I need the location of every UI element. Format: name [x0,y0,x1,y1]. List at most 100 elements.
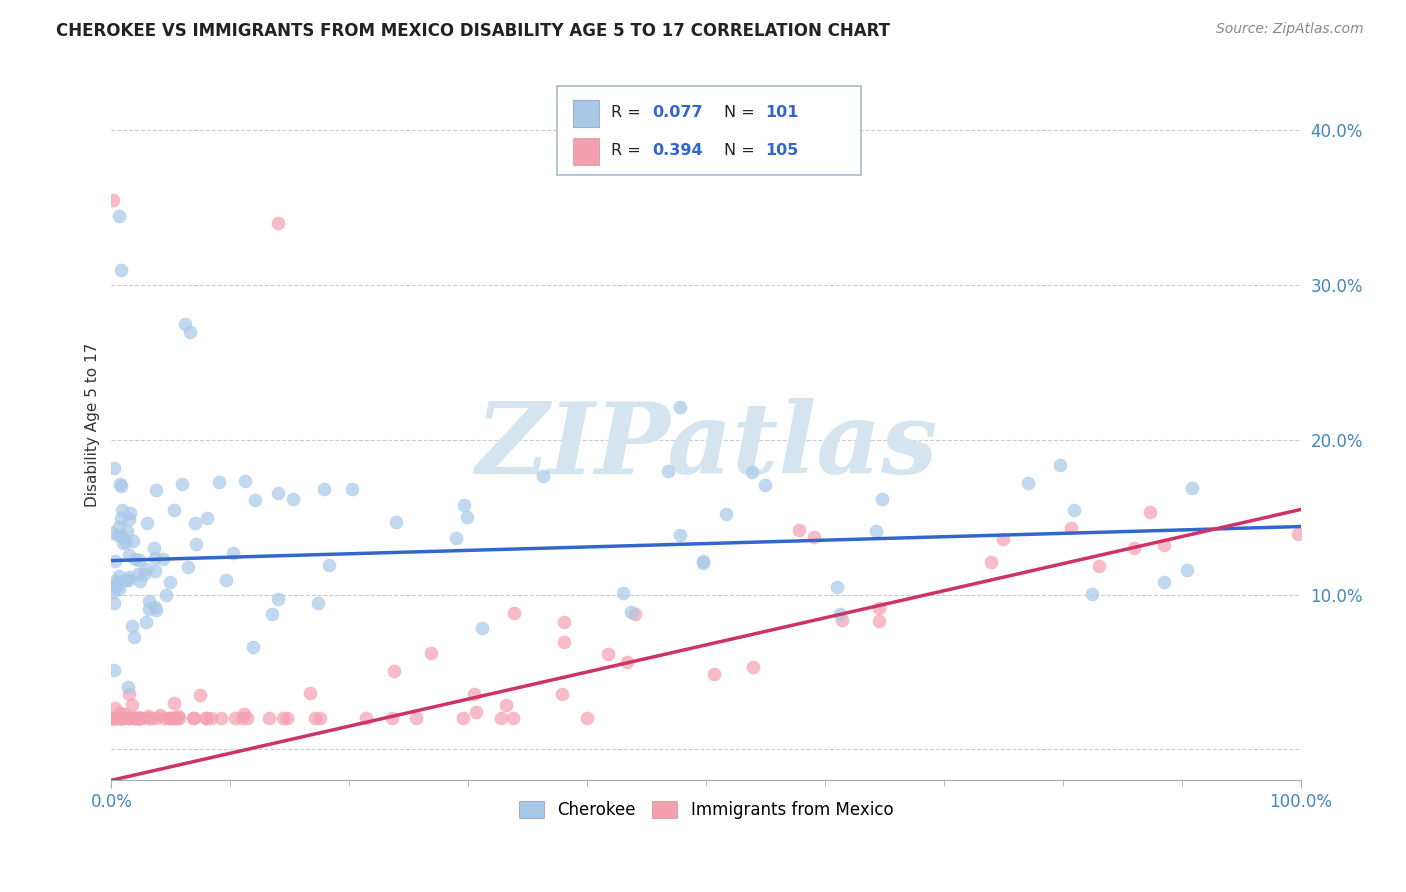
Point [194,711,217,725]
Point [184,516,207,530]
Point [159,711,181,725]
FancyBboxPatch shape [557,87,860,176]
Point [101,711,124,725]
Point [111,711,134,725]
Point [129,711,152,725]
Point [828,607,851,621]
Point [121,619,143,633]
Point [236,711,259,725]
Point [354,711,377,725]
Text: CHEROKEE VS IMMIGRANTS FROM MEXICO DISABILITY AGE 5 TO 17 CORRELATION CHART: CHEROKEE VS IMMIGRANTS FROM MEXICO DISAB… [56,22,890,40]
Point [129,574,152,589]
Point [101,711,124,725]
Point [451,711,474,725]
Point [179,325,201,339]
Point [318,558,340,573]
Point [991,533,1014,547]
Point [103,711,125,725]
Point [165,711,187,725]
Point [551,687,574,701]
Point [495,698,517,713]
Point [1139,505,1161,519]
Point [502,711,524,725]
Point [104,580,127,594]
Point [108,706,131,720]
Point [122,711,145,725]
Point [115,524,138,538]
Point [489,711,512,725]
Point [104,711,127,725]
Point [117,711,139,725]
Point [127,711,149,725]
Point [868,601,890,615]
Point [624,607,647,621]
Point [531,469,554,483]
Point [868,614,890,628]
Point [553,635,575,649]
Legend: Cherokee, Immigrants from Mexico: Cherokee, Immigrants from Mexico [512,794,900,825]
Point [340,482,363,496]
Point [463,687,485,701]
Point [143,551,166,566]
Point [195,510,218,524]
Point [111,529,134,543]
Point [1049,458,1071,472]
Point [135,561,157,575]
Point [692,554,714,568]
Point [149,708,172,723]
Point [742,660,765,674]
Point [155,588,177,602]
Point [312,482,335,496]
Point [160,711,183,725]
Point [120,506,142,520]
Point [112,706,135,721]
Point [299,686,322,700]
Point [186,537,208,551]
Point [596,647,619,661]
FancyBboxPatch shape [572,138,599,165]
Point [103,596,125,610]
Text: R =: R = [610,105,645,120]
Point [172,476,194,491]
Point [231,711,253,725]
Point [132,566,155,581]
Point [200,711,222,725]
Point [110,479,132,493]
Point [122,534,145,549]
Point [1153,538,1175,552]
Point [456,510,478,524]
Point [1017,476,1039,491]
Point [741,465,763,479]
Point [224,711,246,725]
Point [107,520,129,534]
Point [257,711,280,725]
Point [108,209,131,223]
Point [194,711,217,725]
Point [553,615,575,629]
Point [100,711,122,725]
Point [135,615,157,629]
Point [104,701,127,715]
Text: 101: 101 [765,105,799,120]
Point [207,475,229,489]
Point [124,552,146,566]
Point [101,193,124,207]
Point [308,711,330,725]
Point [128,711,150,725]
Point [620,605,643,619]
Text: 105: 105 [765,144,799,159]
Point [138,711,160,725]
Point [143,564,166,578]
Point [107,527,129,541]
Point [267,216,290,230]
Point [1063,503,1085,517]
Point [384,664,406,678]
Point [181,711,204,725]
Text: 0.077: 0.077 [652,105,703,120]
Point [267,486,290,500]
Point [104,554,127,568]
Point [143,541,166,555]
Point [575,711,598,725]
Point [163,503,186,517]
Point [165,711,187,725]
